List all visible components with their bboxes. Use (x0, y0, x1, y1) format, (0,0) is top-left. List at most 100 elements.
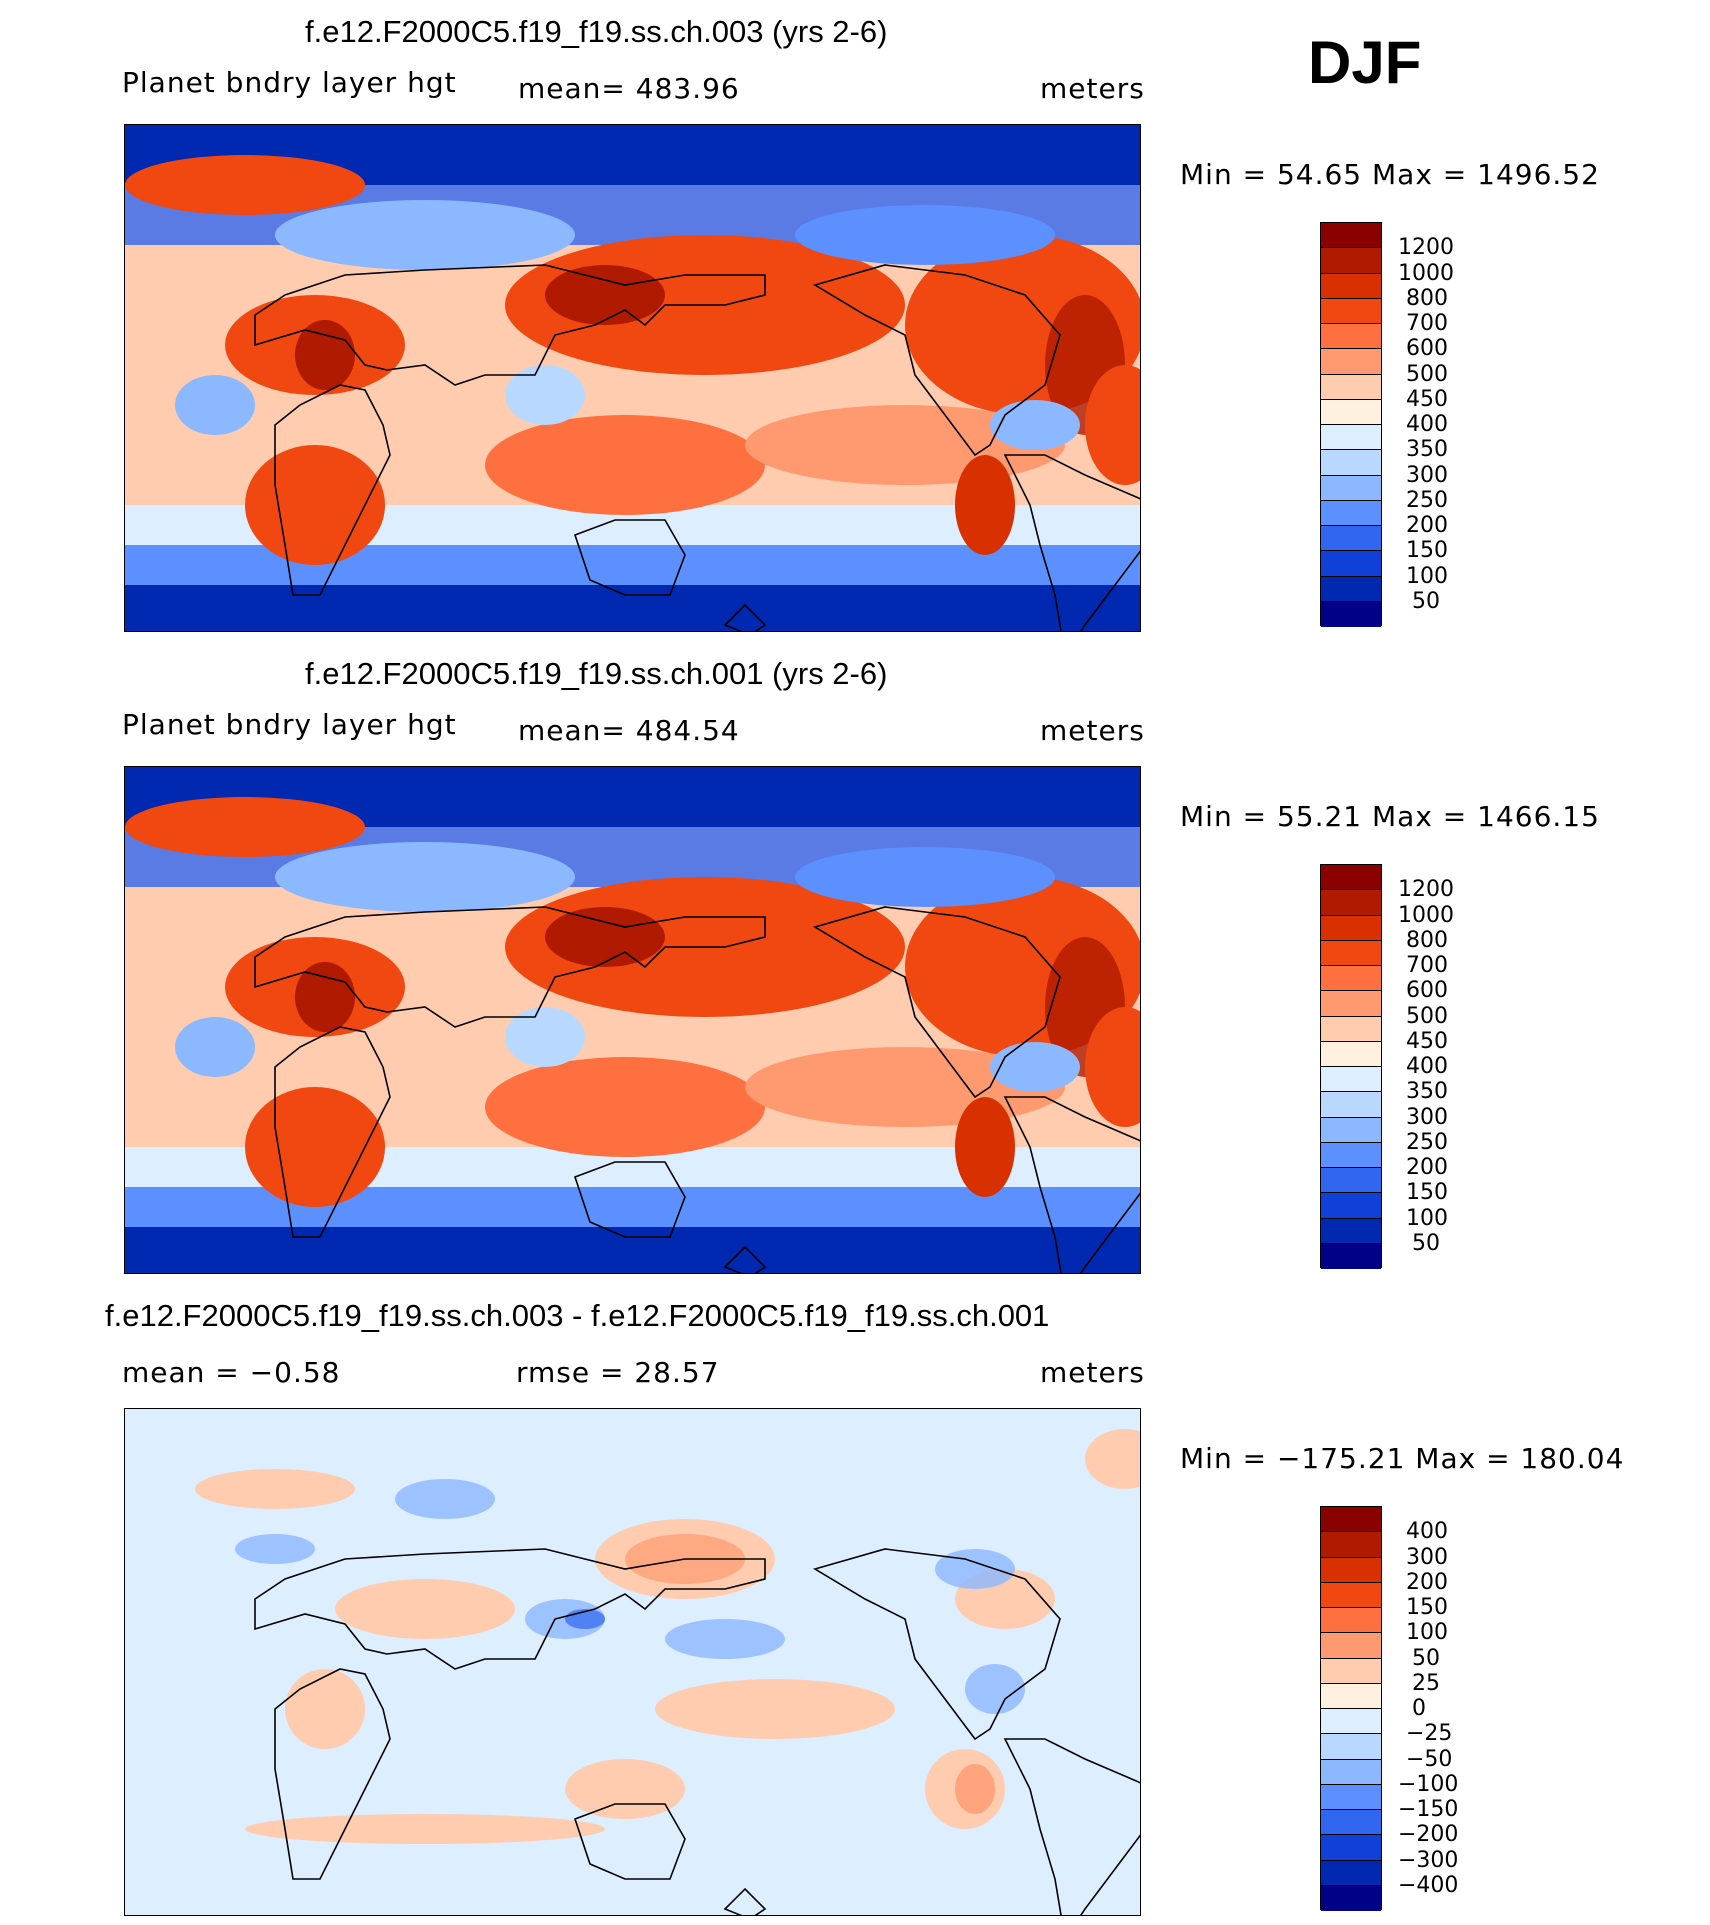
colorbar-level-label: 800 (1406, 285, 1448, 311)
colorbar-box (1321, 223, 1381, 249)
colorbar-level-label: 450 (1406, 1028, 1448, 1054)
panel-title: f.e12.F2000C5.f19_f19.ss.ch.001 (yrs 2-6… (305, 656, 888, 691)
colorbar-box (1321, 890, 1381, 916)
colorbar-box (1321, 1218, 1381, 1244)
colorbar-level-label: 150 (1406, 1180, 1448, 1206)
colorbar-box (1321, 915, 1381, 941)
colorbar-box (1321, 1683, 1381, 1709)
colorbar-level-label: 350 (1406, 437, 1448, 463)
colorbar-level-label: 1200 (1398, 877, 1454, 903)
colorbar-box (1321, 500, 1381, 526)
colorbar-level-label: 500 (1406, 361, 1448, 387)
colorbar-level-label: 300 (1406, 1544, 1448, 1570)
colorbar (1320, 1506, 1382, 1911)
colorbar-level-label: 400 (1406, 412, 1448, 437)
colorbar-level-label: −200 (1398, 1822, 1459, 1848)
colorbar-level-label: 600 (1406, 336, 1448, 362)
colorbar-box (1321, 399, 1381, 425)
units-label: meters (1040, 72, 1145, 105)
colorbar-level-label: 50 (1412, 1230, 1440, 1256)
colorbar-level-label: 250 (1406, 1129, 1448, 1155)
colorbar-level-label: 100 (1406, 1205, 1448, 1231)
colorbar-box (1321, 1658, 1381, 1684)
colorbar-level-label: −100 (1398, 1771, 1459, 1797)
colorbar-box (1321, 1608, 1381, 1634)
colorbar-box (1321, 940, 1381, 966)
colorbar-level-label: 200 (1406, 513, 1448, 538)
colorbar-level-label: 400 (1406, 1054, 1448, 1079)
colorbar-box (1321, 1016, 1381, 1042)
map-plot (124, 124, 1141, 632)
colorbar-level-label: −400 (1398, 1872, 1459, 1898)
units-label: meters (1040, 714, 1145, 747)
colorbar-level-label: 250 (1406, 487, 1448, 513)
colorbar-level-label: 700 (1406, 953, 1448, 978)
colorbar-box (1321, 1168, 1381, 1194)
colorbar-box (1321, 1092, 1381, 1118)
colorbar-box (1321, 1835, 1381, 1861)
colorbar-box (1321, 349, 1381, 375)
colorbar-box (1321, 966, 1381, 992)
season-label: DJF (1308, 29, 1422, 96)
colorbar-level-label: −150 (1398, 1797, 1459, 1822)
colorbar-level-label: 1000 (1398, 260, 1454, 286)
colorbar-level-label: 450 (1406, 386, 1448, 412)
colorbar (1320, 222, 1382, 627)
colorbar-level-label: 100 (1406, 1620, 1448, 1646)
colorbar-box (1321, 273, 1381, 299)
colorbar-level-label: 25 (1412, 1670, 1440, 1696)
colorbar-box (1321, 1532, 1381, 1558)
colorbar-box (1321, 1193, 1381, 1219)
colorbar-box (1321, 576, 1381, 602)
colorbar-box (1321, 601, 1381, 627)
colorbar-box (1321, 1243, 1381, 1269)
colorbar-box (1321, 1117, 1381, 1143)
colorbar (1320, 864, 1382, 1269)
colorbar-level-label: 100 (1406, 563, 1448, 589)
colorbar-level-label: 300 (1406, 462, 1448, 488)
colorbar-box (1321, 1759, 1381, 1785)
mean-label: mean= 483.96 (518, 72, 740, 105)
colorbar-level-label: 400 (1406, 1519, 1448, 1545)
colorbar-box (1321, 991, 1381, 1017)
colorbar-level-label: 200 (1406, 1155, 1448, 1180)
colorbar-box (1321, 298, 1381, 324)
colorbar-level-label: −25 (1406, 1721, 1453, 1747)
colorbar-box (1321, 1142, 1381, 1168)
colorbar-box (1321, 1810, 1381, 1836)
colorbar-box (1321, 374, 1381, 400)
colorbar-box (1321, 324, 1381, 350)
colorbar-box (1321, 551, 1381, 577)
colorbar-box (1321, 248, 1381, 274)
min-max-label: Min = 55.21 Max = 1466.15 (1180, 800, 1600, 833)
min-max-label: Min = 54.65 Max = 1496.52 (1180, 158, 1600, 191)
difference-map (125, 1409, 1140, 1915)
colorbar-box (1321, 865, 1381, 891)
map-plot (124, 766, 1141, 1274)
colorbar-box (1321, 475, 1381, 501)
colorbar-box (1321, 450, 1381, 476)
colorbar-box (1321, 1734, 1381, 1760)
colorbar-box (1321, 425, 1381, 451)
colorbar-level-label: 600 (1406, 978, 1448, 1004)
colorbar-box (1321, 1709, 1381, 1735)
colorbar-box (1321, 1860, 1381, 1886)
colorbar-level-label: 150 (1406, 1595, 1448, 1620)
min-max-label: Min = −175.21 Max = 180.04 (1180, 1442, 1625, 1475)
colorbar-level-label: 50 (1412, 1645, 1440, 1671)
colorbar-box (1321, 1557, 1381, 1583)
map-plot (124, 1408, 1141, 1916)
rmse-label: rmse = 28.57 (516, 1356, 720, 1389)
colorbar-level-label: −50 (1406, 1746, 1453, 1772)
colorbar-level-label: −300 (1398, 1847, 1459, 1873)
colorbar-level-label: 50 (1412, 588, 1440, 614)
colorbar-level-label: 350 (1406, 1079, 1448, 1105)
colorbar-level-label: 300 (1406, 1104, 1448, 1130)
colorbar-box (1321, 1885, 1381, 1911)
pbl-height-map (125, 767, 1140, 1273)
mean-label: mean = −0.58 (122, 1356, 341, 1389)
units-label: meters (1040, 1356, 1145, 1389)
colorbar-level-label: 700 (1406, 311, 1448, 336)
colorbar-level-label: 1200 (1398, 235, 1454, 261)
colorbar-level-label: 800 (1406, 927, 1448, 953)
